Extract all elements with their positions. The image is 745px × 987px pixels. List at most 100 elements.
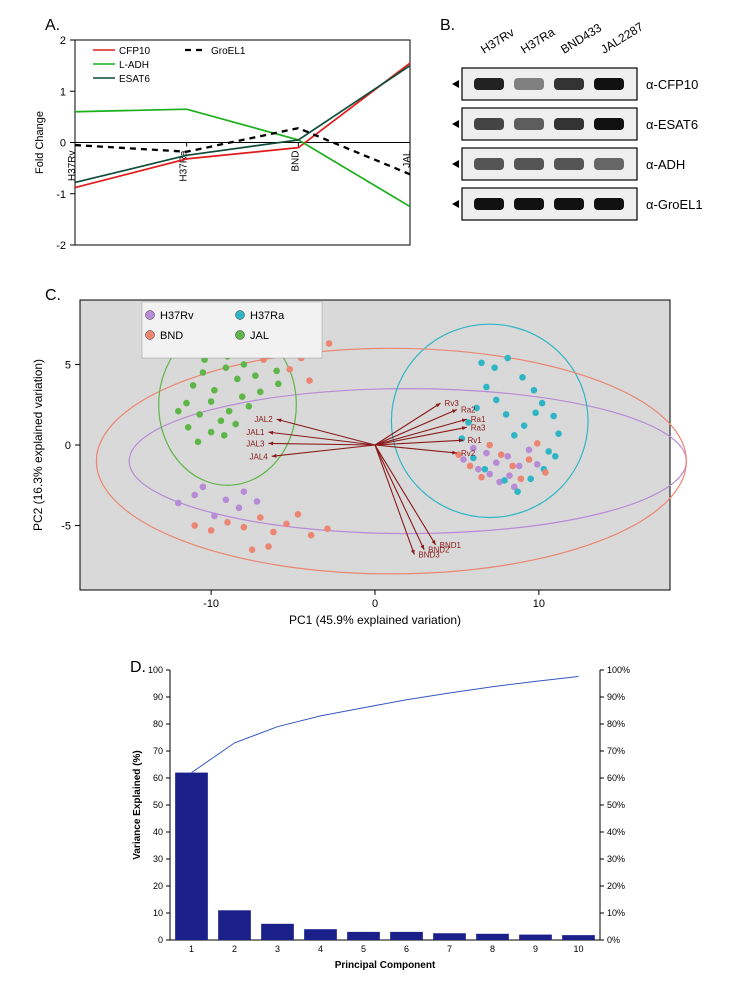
vector-label: JAL2 [254,415,273,424]
scatter-point [175,408,182,415]
scatter-point [493,459,500,466]
band [554,198,584,210]
band [594,118,624,130]
scatter-point [232,421,239,428]
panel-d-xlabel: 5 [361,944,366,954]
scatter-point [221,432,228,439]
panel-d-label: D. [130,659,146,676]
scatter-point [518,476,525,483]
scatter-point [531,387,538,394]
vector-label: Rv3 [445,399,460,408]
scatter-point [509,463,516,470]
scatter-point [211,387,218,394]
scatter-point [218,418,225,425]
scatter-point [475,466,482,473]
panel-a-xlabel: BND [290,151,301,172]
panel-d-xlabel: 9 [533,944,538,954]
panel-d-right-tick: 80% [607,719,625,729]
scatter-point [506,472,513,479]
panel-a-xlabel: JAL [402,150,413,168]
scatter-point [239,393,246,400]
scatter-point [482,466,489,473]
panel-d-ytick: 10 [153,908,163,918]
panel-d-ytick: 0 [158,935,163,945]
band [594,78,624,90]
vector-label: BND3 [418,551,440,560]
scatter-point [503,411,510,418]
scatter-point [511,432,518,439]
scatter-point [224,519,231,526]
scatter-point [526,456,533,463]
panel-d-xlabel: 4 [318,944,323,954]
panel-a-ytick: -1 [56,189,66,201]
variance-bar [433,933,466,940]
scatter-point [234,376,241,383]
panel-d-right-tick: 90% [607,692,625,702]
scatter-point [223,496,230,503]
panel-d-xlabel: 3 [275,944,280,954]
panel-d-ytick: 70 [153,746,163,756]
panel-d-xlabel: 8 [490,944,495,954]
panel-c-legend: H37RvH37RaBNDJAL [142,302,322,358]
band [474,118,504,130]
band [474,158,504,170]
scatter-point [467,463,474,470]
scatter-point [249,546,256,553]
scatter-point [498,451,505,458]
panel-c-label: C. [45,287,61,304]
scatter-point [273,368,280,375]
panel-c-xlabel: PC1 (45.9% explained variation) [289,613,461,627]
panel-d-ytick: 20 [153,881,163,891]
scatter-point [514,488,521,495]
panel-d-right-tick: 30% [607,854,625,864]
legend-label: GroEL1 [211,46,246,57]
scatter-point [275,380,282,387]
panel-d-yaxis: Variance Explained (%) [132,750,143,860]
band [594,158,624,170]
scatter-point [236,505,243,512]
legend-label: H37Rv [160,310,194,322]
band [474,78,504,90]
band [554,78,584,90]
panel-d-right-tick: 70% [607,746,625,756]
scatter-point [265,543,272,550]
panel-d-xlabel: 7 [447,944,452,954]
vector-label: JAL3 [246,439,265,448]
panel-a-series [75,109,410,206]
scatter-point [545,448,552,455]
scatter-point [257,514,264,521]
panel-b-lane: H37Ra [518,25,557,57]
marker-arrow-icon [452,120,459,128]
scatter-point [191,492,198,499]
scatter-point [521,422,528,429]
panel-c-xtick: 10 [533,598,545,610]
scatter-point [555,430,562,437]
scatter-point [483,450,490,457]
band [514,158,544,170]
scatter-point [539,400,546,407]
variance-bar [304,929,337,940]
panel-c-ytick: -5 [61,521,71,533]
scatter-point [208,398,215,405]
band [474,198,504,210]
scatter-point [190,382,197,389]
scatter-point [257,389,264,396]
panel-d-plot [170,670,600,940]
panel-d-right-tick: 50% [607,800,625,810]
scatter-point [200,369,207,376]
scatter-point [526,447,533,454]
scatter-point [491,364,498,371]
scatter-point [483,384,490,391]
panel-b-lane: JAL2287 [598,19,646,56]
panel-d-right-tick: 10% [607,908,625,918]
scatter-point [516,463,523,470]
band [554,118,584,130]
variance-bar [562,935,595,940]
panel-a-ylabel: Fold Change [34,111,46,174]
scatter-point [246,403,253,410]
panel-d-ytick: 60 [153,773,163,783]
variance-bar [390,932,423,940]
scatter-point [241,488,248,495]
scatter-point [254,498,261,505]
scatter-point [486,442,493,449]
